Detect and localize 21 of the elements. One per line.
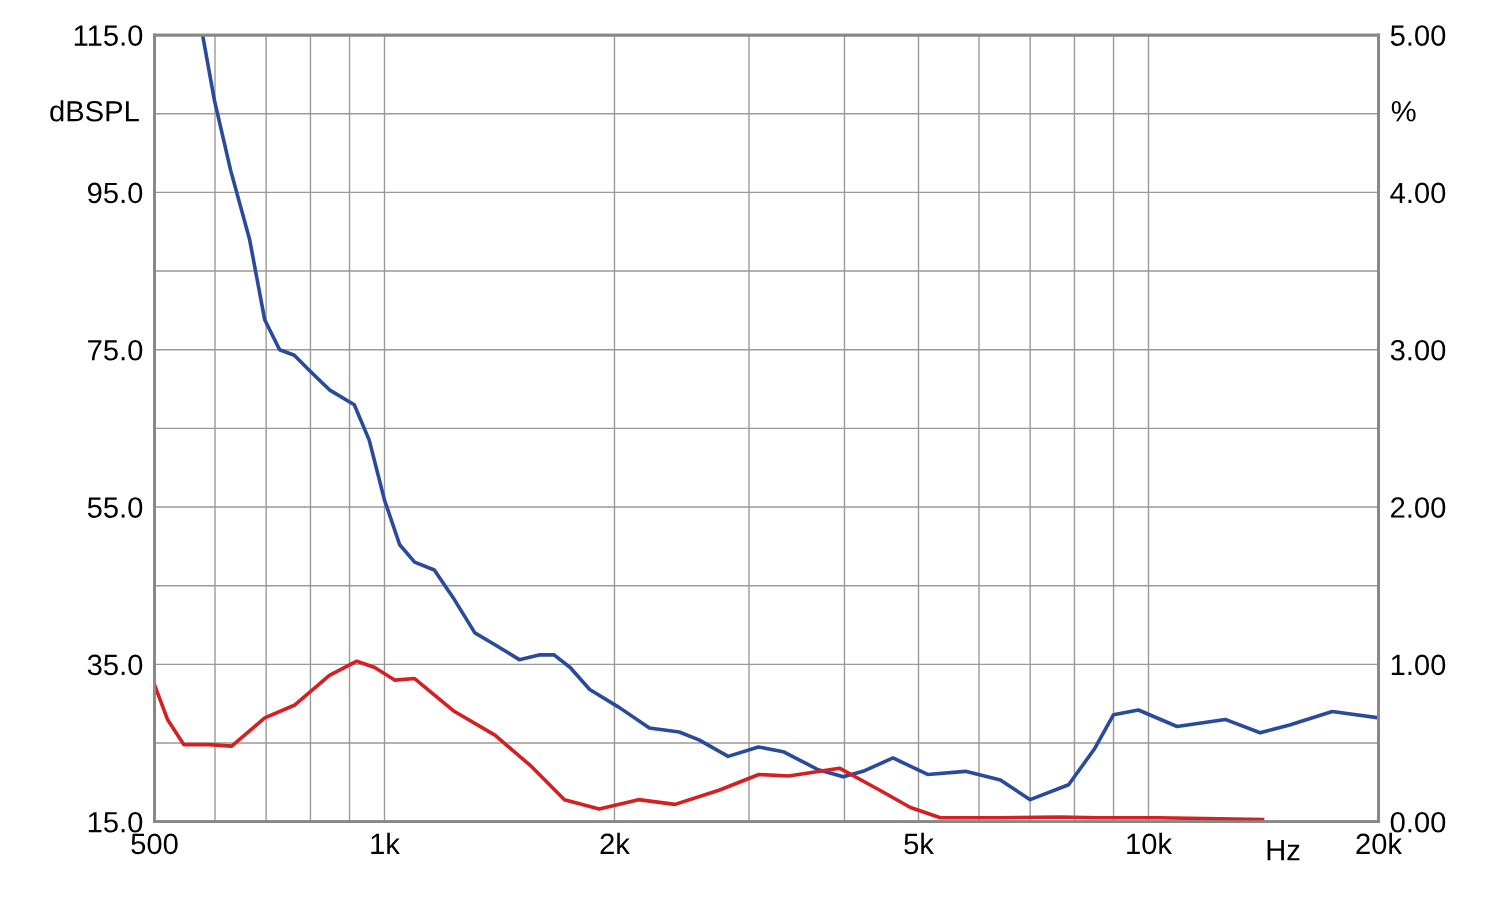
y-tick-label: 75.0 bbox=[88, 339, 143, 361]
y-tick-label: 115.0 bbox=[74, 25, 143, 46]
x-axis-title: Hz bbox=[1267, 840, 1300, 861]
y-tick-label: 35.0 bbox=[87, 654, 143, 676]
y2-axis-title: % bbox=[1391, 101, 1416, 122]
y-tick-label: 55.0 bbox=[87, 497, 143, 518]
y2-tick-label: 4.00 bbox=[1390, 182, 1446, 204]
x-tick-label: 20k bbox=[1356, 832, 1403, 855]
y2-tick-label: 1.00 bbox=[1391, 654, 1446, 676]
x-tick-label: 5k bbox=[904, 832, 934, 855]
y2-tick-label: 5.00 bbox=[1390, 25, 1446, 46]
y-axis-title: dBSPL bbox=[50, 100, 139, 122]
y-tick-label: 15.0 bbox=[88, 811, 143, 833]
y2-tick-label: 0.00 bbox=[1390, 811, 1446, 833]
x-tick-label: 500 bbox=[131, 833, 178, 855]
x-tick-label: 1k bbox=[371, 832, 400, 854]
y-tick-label: 95.0 bbox=[88, 182, 143, 204]
x-tick-label: 2k bbox=[600, 832, 630, 854]
y2-tick-label: 2.00 bbox=[1391, 497, 1446, 518]
x-tick-label: 10k bbox=[1127, 832, 1173, 855]
y2-tick-label: 3.00 bbox=[1390, 339, 1446, 361]
